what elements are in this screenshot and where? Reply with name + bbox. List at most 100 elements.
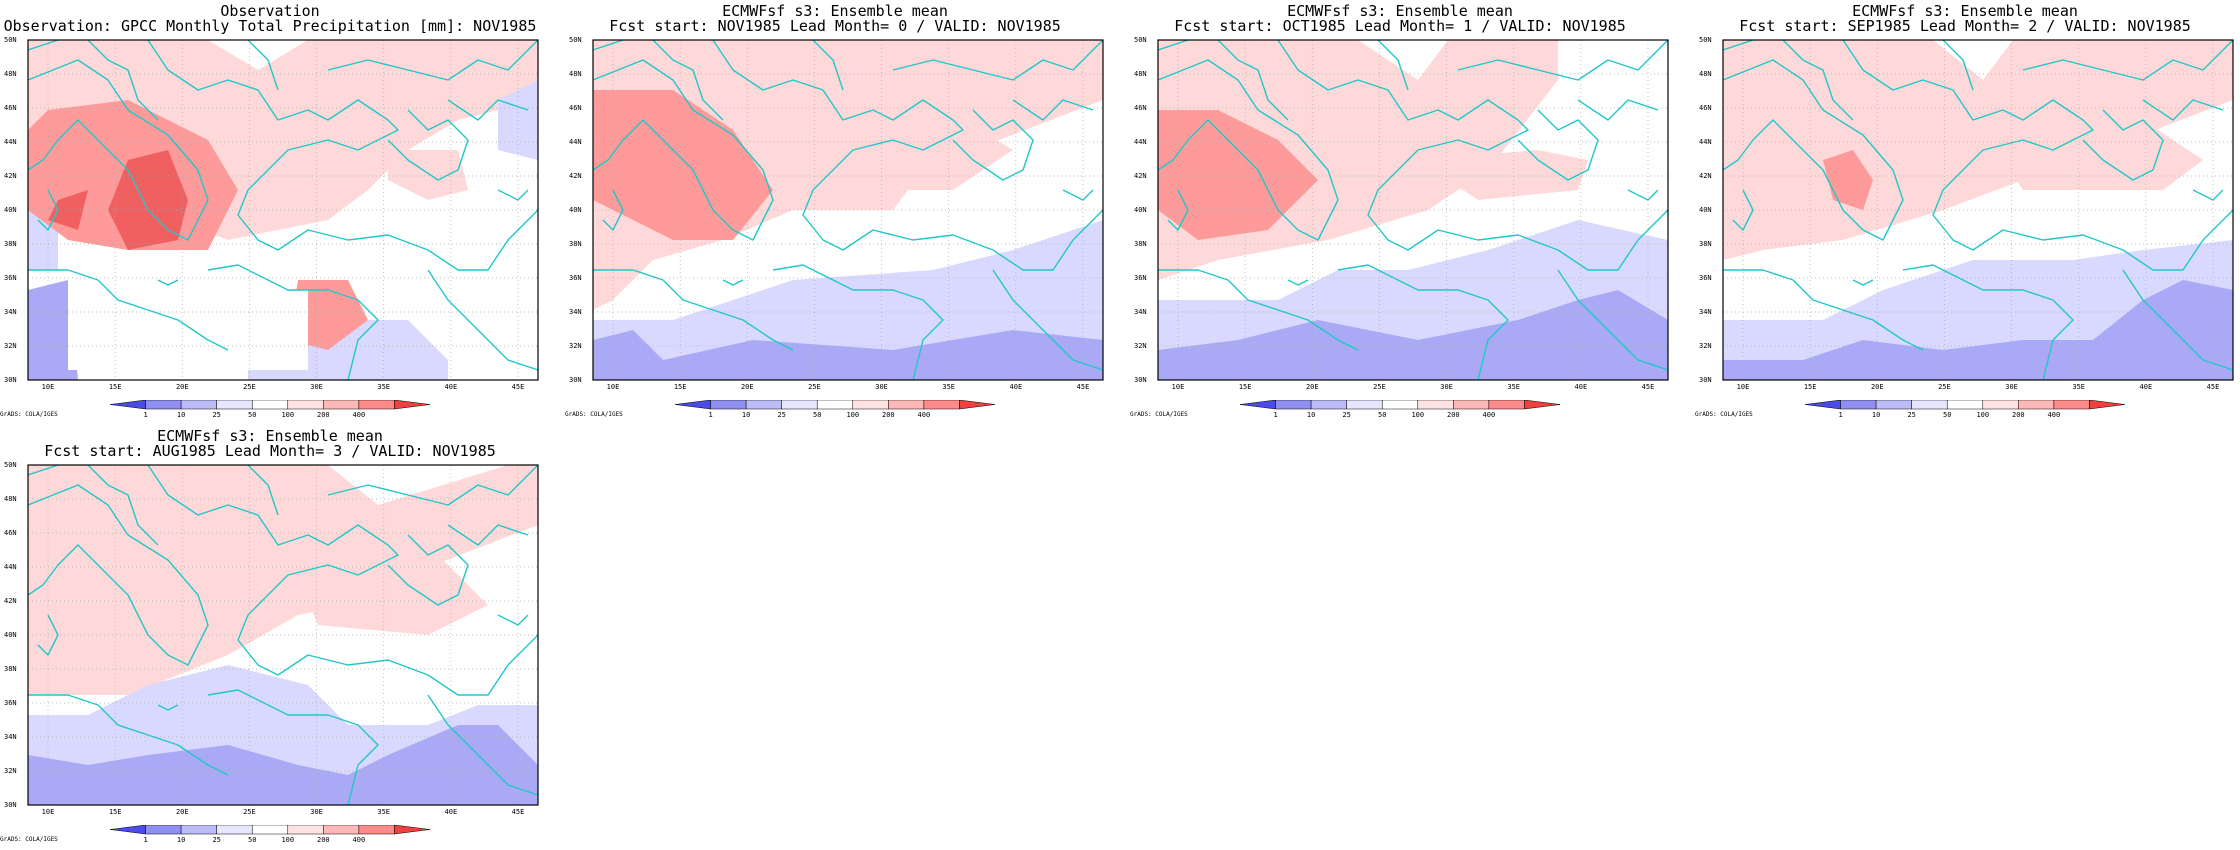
- map-panel-obs: Observation Observation: GPCC Monthly To…: [0, 0, 540, 425]
- colorbar-label: 50: [1943, 411, 1952, 419]
- panel-subtitle: Fcst start: AUG1985 Lead Month= 3 / VALI…: [44, 442, 496, 460]
- colorbar-segment: [2053, 400, 2090, 410]
- map-frame: [27, 39, 539, 381]
- coastline: [147, 465, 538, 696]
- colorbar-segment: [323, 400, 360, 410]
- coastline: [1723, 269, 1924, 351]
- lat-tick-label: 34N: [4, 308, 17, 316]
- coastline: [722, 279, 744, 286]
- lat-tick-label: 46N: [569, 104, 582, 112]
- colorbar-segment: [145, 825, 182, 835]
- coastline: [87, 465, 159, 546]
- colorbar-segment: [745, 400, 782, 410]
- coastline: [2082, 109, 2164, 181]
- coastline: [1842, 40, 2233, 271]
- coastline: [1277, 40, 1668, 271]
- lon-tick-label: 15E: [673, 383, 687, 391]
- coastline: [157, 279, 179, 286]
- lat-tick-label: 32N: [4, 342, 17, 350]
- grads-footer: GrADS: COLA/IGES: [0, 411, 58, 418]
- lon-tick-label: 25E: [808, 383, 821, 391]
- colorbar-label: 10: [1871, 411, 1881, 419]
- colorbar-label: 1: [143, 411, 148, 419]
- lon-tick-label: 30E: [875, 383, 888, 391]
- grads-footer: GrADS: COLA/IGES: [1130, 411, 1188, 418]
- colorbar-segment: [1275, 400, 1312, 410]
- coastline: [247, 40, 279, 91]
- colorbar-segment: [145, 400, 182, 410]
- coastline: [772, 264, 944, 380]
- precip-contour-region: [1158, 110, 1318, 240]
- coastline: [447, 99, 529, 121]
- coastline: [952, 109, 1034, 181]
- precip-contour-region: [593, 90, 773, 240]
- precip-map: [27, 464, 539, 806]
- lon-tick-label: 20E: [175, 383, 189, 391]
- colorbar-label: 1: [1273, 411, 1278, 419]
- coastline: [447, 524, 529, 546]
- precip-contour-region: [593, 330, 1103, 380]
- colorbar-label: 100: [281, 411, 295, 419]
- coastline: [1457, 40, 1668, 81]
- colorbar-label: 50: [1378, 411, 1387, 419]
- colorbar-label: 200: [882, 411, 895, 419]
- colorbar-segment: [394, 825, 431, 835]
- colorbar-label: 200: [317, 411, 330, 419]
- lat-tick-label: 40N: [569, 206, 582, 214]
- map-area: [1722, 39, 2234, 381]
- lon-tick-label: 20E: [1305, 383, 1319, 391]
- lat-tick-label: 42N: [4, 597, 17, 605]
- coastline: [593, 269, 794, 351]
- lat-tick-label: 38N: [4, 665, 17, 673]
- colorbar-label: 200: [317, 836, 330, 844]
- panel-title: Observation: [220, 2, 320, 20]
- colorbar-segment: [1805, 400, 1841, 410]
- coastline: [712, 40, 1103, 271]
- lat-tick-label: 34N: [1134, 308, 1147, 316]
- coastline: [87, 40, 159, 121]
- colorbar-label: 25: [777, 411, 786, 419]
- coastline: [1158, 59, 1339, 241]
- colorbar-label: 10: [176, 836, 186, 844]
- colorbar-segment: [923, 400, 960, 410]
- coastline: [28, 694, 229, 776]
- lat-tick-label: 50N: [1699, 36, 1712, 44]
- lat-tick-label: 34N: [4, 733, 17, 741]
- lon-tick-label: 25E: [1938, 383, 1951, 391]
- lon-tick-label: 15E: [1238, 383, 1252, 391]
- lat-tick-label: 38N: [1699, 240, 1712, 248]
- coastline: [1557, 269, 1668, 371]
- colorbar-segment: [323, 825, 360, 835]
- lat-tick-label: 50N: [569, 36, 582, 44]
- map-frame: [592, 39, 1104, 381]
- lon-tick-label: 40E: [1574, 383, 1588, 391]
- lon-tick-label: 45E: [2206, 383, 2220, 391]
- coastline: [602, 189, 624, 231]
- lon-tick-label: 10E: [1736, 383, 1750, 391]
- lon-tick-label: 10E: [1171, 383, 1185, 391]
- coastline: [37, 189, 59, 231]
- coastline: [812, 40, 844, 91]
- panel-subtitle: Fcst start: SEP1985 Lead Month= 2 / VALI…: [1739, 17, 2191, 35]
- coastline: [497, 614, 529, 626]
- precip-contour-region: [1158, 290, 1668, 380]
- lon-tick-label: 45E: [1641, 383, 1655, 391]
- lat-tick-label: 42N: [1699, 172, 1712, 180]
- coastline: [427, 694, 538, 796]
- colorbar-segment: [1346, 400, 1383, 410]
- map-frame: [1722, 39, 2234, 381]
- colorbar-label: 10: [741, 411, 751, 419]
- panel-subtitle: Observation: GPCC Monthly Total Precipit…: [3, 17, 537, 35]
- lon-tick-label: 30E: [1440, 383, 1453, 391]
- colorbar-segment: [959, 400, 996, 410]
- coastline: [2192, 189, 2224, 201]
- coastline: [427, 269, 538, 371]
- colorbar-label: 100: [846, 411, 860, 419]
- colorbar-label: 400: [352, 411, 366, 419]
- coastline: [28, 59, 209, 241]
- lat-tick-label: 48N: [1134, 70, 1147, 78]
- lon-tick-label: 30E: [2005, 383, 2018, 391]
- lon-tick-label: 35E: [377, 808, 391, 816]
- map-area: [27, 464, 539, 806]
- colorbar-segment: [216, 400, 253, 410]
